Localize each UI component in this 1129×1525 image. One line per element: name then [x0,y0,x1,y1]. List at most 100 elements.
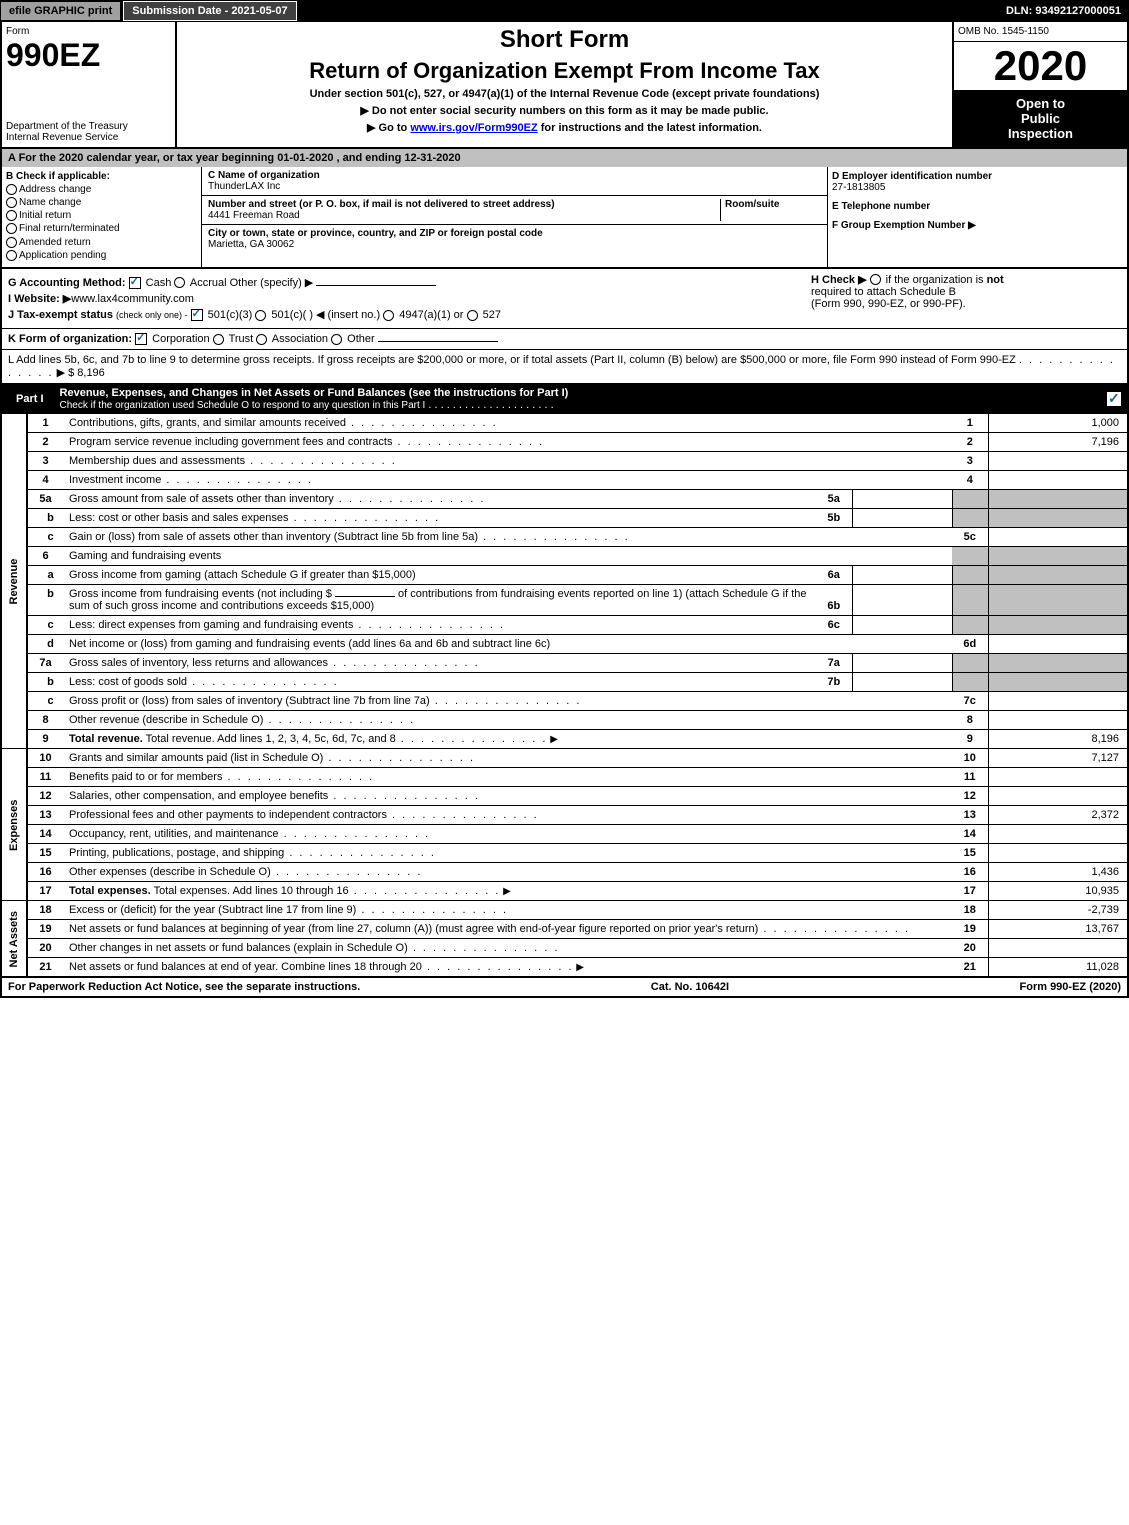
subtitle: Under section 501(c), 527, or 4947(a)(1)… [181,88,948,100]
footer-left: For Paperwork Reduction Act Notice, see … [8,981,360,993]
form-number: 990EZ [6,37,171,74]
line-3: 3 Membership dues and assessments 3 [1,452,1128,471]
org-right-col: D Employer identification number 27-1813… [827,167,1127,267]
part1-checkbox[interactable] [1107,392,1121,406]
top-bar-left: efile GRAPHIC print Submission Date - 20… [0,1,297,21]
line-l-amount: ▶ $ 8,196 [57,367,105,379]
efile-print-button[interactable]: efile GRAPHIC print [0,1,121,21]
line-20: 20 Other changes in net assets or fund b… [1,939,1128,958]
line-1: Revenue 1 Contributions, gifts, grants, … [1,414,1128,433]
form-header-right: OMB No. 1545-1150 2020 Open to Public In… [952,22,1127,147]
checkbox-corporation[interactable] [135,333,147,345]
line-14: 14 Occupancy, rent, utilities, and maint… [1,825,1128,844]
instr2-prefix: ▶ Go to [367,122,410,134]
group-exemption-label: F Group Exemption Number ▶ [832,220,1123,231]
form-header-left: Form 990EZ Department of the Treasury In… [2,22,177,147]
checkbox-application-pending[interactable]: Application pending [6,250,197,261]
tax-exempt-row: J Tax-exempt status (check only one) - 5… [8,308,801,321]
checkbox-amended-return[interactable]: Amended return [6,237,197,248]
line-k: K Form of organization: Corporation Trus… [0,329,1129,350]
checkbox-address-change[interactable]: Address change [6,184,197,195]
org-city-label: City or town, state or province, country… [208,228,821,239]
top-bar: efile GRAPHIC print Submission Date - 20… [0,0,1129,22]
submission-date-button[interactable]: Submission Date - 2021-05-07 [123,1,296,21]
other-specify-input[interactable] [316,285,436,286]
line-k-label: K Form of organization: [8,333,132,345]
line-7c: c Gross profit or (loss) from sales of i… [1,692,1128,711]
form-label: Form [6,26,171,37]
corporation-label: Corporation [152,333,209,345]
footer-center: Cat. No. 10642I [651,981,729,993]
inspection-line3: Inspection [960,126,1121,141]
instruction-2: ▶ Go to www.irs.gov/Form990EZ for instru… [181,121,948,134]
527-label: 527 [483,309,501,321]
line-8: 8 Other revenue (describe in Schedule O)… [1,711,1128,730]
accounting-label: G Accounting Method: [8,277,126,289]
radio-trust[interactable] [213,334,224,345]
h-not: not [987,274,1004,286]
radio-schedule-b[interactable] [870,274,881,285]
org-city-row: City or town, state or province, country… [202,225,827,253]
org-addr-label: Number and street (or P. O. box, if mail… [208,199,716,210]
footer: For Paperwork Reduction Act Notice, see … [0,978,1129,998]
org-name-value: ThunderLAX Inc [208,181,821,192]
line-5a: 5a Gross amount from sale of assets othe… [1,490,1128,509]
line-7b: b Less: cost of goods sold 7b [1,673,1128,692]
radio-accrual[interactable] [174,277,185,288]
check-header: B Check if applicable: [6,171,197,182]
revenue-sidebar: Revenue [1,414,27,749]
instr2-tail: for instructions and the latest informat… [538,122,762,134]
accrual-label: Accrual [190,277,227,289]
501c-label: 501(c)( ) ◀ (insert no.) [271,309,380,321]
other-org-label: Other [347,333,375,345]
return-title: Return of Organization Exempt From Incom… [181,58,948,84]
org-addr-row: Number and street (or P. O. box, if mail… [202,196,827,225]
radio-association[interactable] [256,334,267,345]
line-16: 16 Other expenses (describe in Schedule … [1,863,1128,882]
checkbox-501c3[interactable] [191,309,203,321]
line-2: 2 Program service revenue including gove… [1,433,1128,452]
part1-header: Part I Revenue, Expenses, and Changes in… [0,384,1129,414]
h-text3: (Form 990, 990-EZ, or 990-PF). [811,298,1121,310]
inspection-badge: Open to Public Inspection [954,90,1127,147]
line-6b: b Gross income from fundraising events (… [1,585,1128,616]
schedule-b-check: H Check ▶ if the organization is not [811,273,1121,286]
radio-527[interactable] [467,310,478,321]
6b-amount-input[interactable] [335,596,395,597]
line-13: 13 Professional fees and other payments … [1,806,1128,825]
form-header-center: Short Form Return of Organization Exempt… [177,22,952,147]
check-applicable-col: B Check if applicable: Address change Na… [2,167,202,267]
line-17: 17 Total expenses. Total expenses. Add l… [1,882,1128,901]
line-4: 4 Investment income 4 [1,471,1128,490]
line-l-text: L Add lines 5b, 6c, and 7b to line 9 to … [8,354,1016,366]
dept-line2: Internal Revenue Service [6,132,171,143]
org-addr-value: 4441 Freeman Road [208,210,716,221]
radio-4947[interactable] [383,310,394,321]
misc-left: G Accounting Method: Cash Accrual Other … [8,273,801,324]
other-org-input[interactable] [378,341,498,342]
accounting-method-row: G Accounting Method: Cash Accrual Other … [8,276,801,289]
checkbox-cash[interactable] [129,277,141,289]
h-text1: if the organization is [886,274,987,286]
association-label: Association [272,333,328,345]
h-text2: required to attach Schedule B [811,286,1121,298]
website-label: I Website: ▶ [8,293,71,305]
dln-label: DLN: 93492127000051 [998,2,1129,20]
line-6a: a Gross income from gaming (attach Sched… [1,566,1128,585]
trust-label: Trust [229,333,254,345]
checkbox-name-change[interactable]: Name change [6,197,197,208]
org-section: B Check if applicable: Address change Na… [0,167,1129,269]
org-city-value: Marietta, GA 30062 [208,239,821,250]
other-specify-label: Other (specify) ▶ [230,277,314,289]
dept-treasury: Department of the Treasury Internal Reve… [6,121,171,143]
line-21: 21 Net assets or fund balances at end of… [1,958,1128,978]
inspection-line1: Open to [960,96,1121,111]
radio-other-org[interactable] [331,334,342,345]
checkbox-initial-return[interactable]: Initial return [6,210,197,221]
501c3-label: 501(c)(3) [208,309,253,321]
radio-501c[interactable] [255,310,266,321]
ein-label: D Employer identification number [832,171,1123,182]
checkbox-final-return[interactable]: Final return/terminated [6,223,197,234]
irs-link[interactable]: www.irs.gov/Form990EZ [410,122,537,134]
dept-line1: Department of the Treasury [6,121,171,132]
